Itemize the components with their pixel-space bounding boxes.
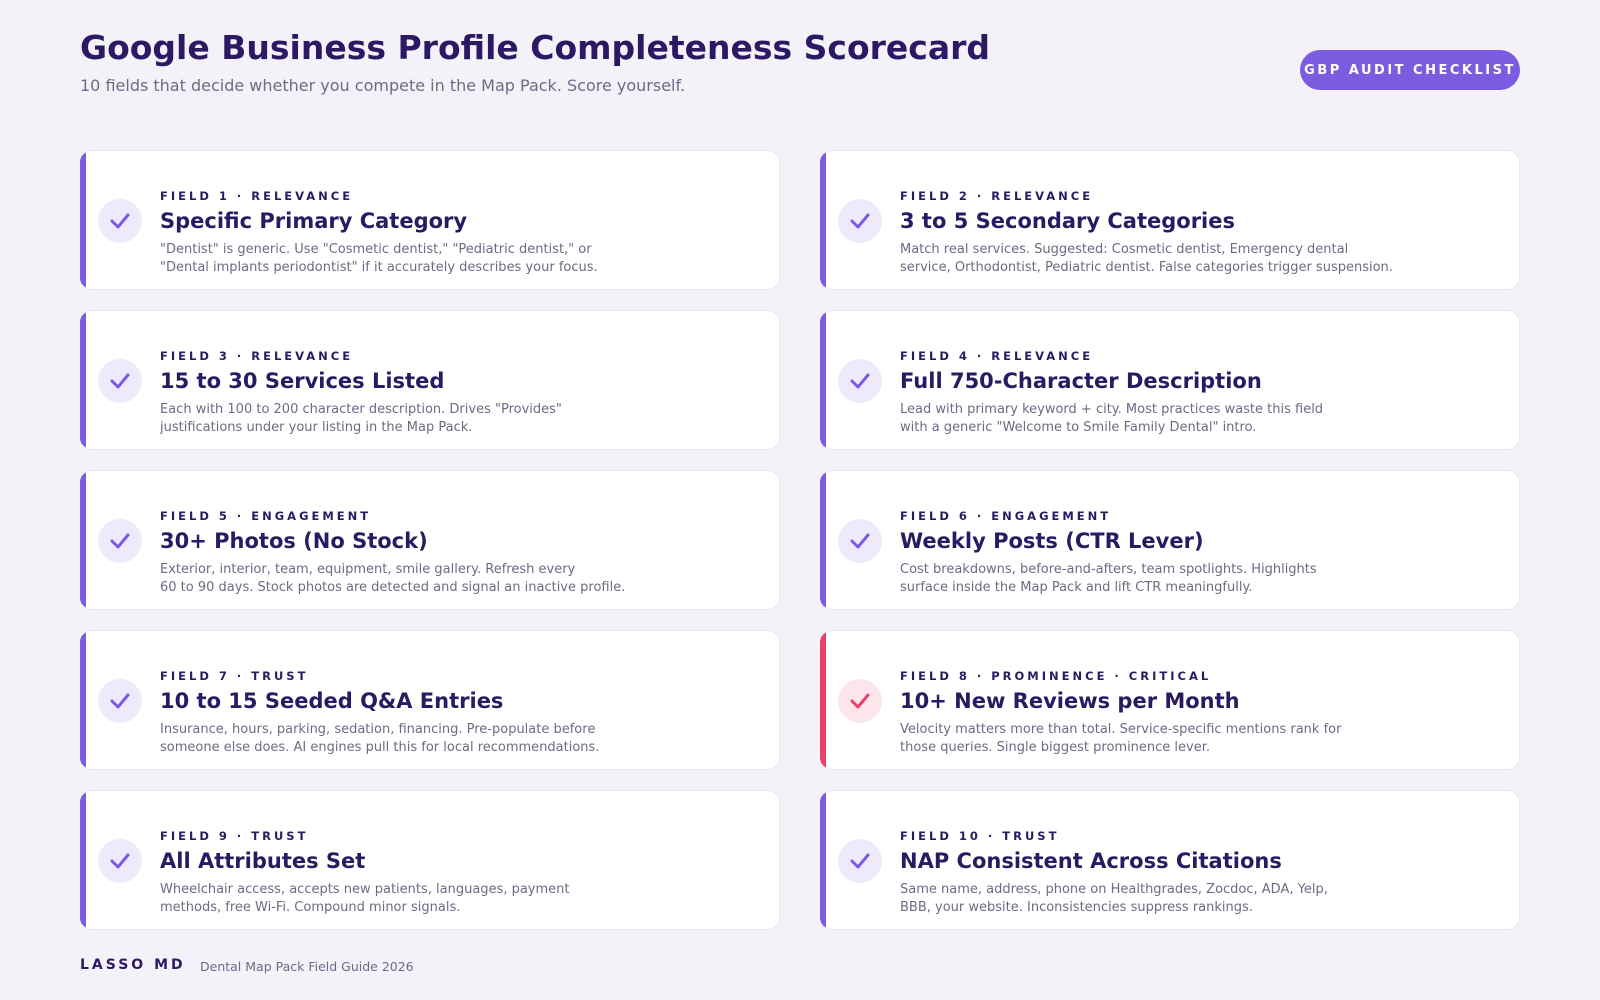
card: FIELD 9 · TRUST All Attributes Set Wheelch… [80, 790, 780, 930]
description-line: surface inside the Map Pack and lift CTR… [900, 580, 1253, 595]
card-description: Velocity matters more than total. Servic… [900, 721, 1341, 757]
description-line: Lead with primary keyword + city. Most p… [900, 402, 1324, 417]
accent-bar [820, 471, 826, 609]
description-line: BBB, your website. Inconsistencies suppr… [900, 900, 1253, 915]
card: FIELD 10 · TRUST NAP Consistent Across Ci… [820, 790, 1520, 930]
description-line: Wheelchair access, accepts new patients,… [160, 882, 570, 897]
accent-bar [820, 791, 826, 929]
card: FIELD 8 · PROMINENCE · CRITICAL 10+ New R… [820, 630, 1520, 770]
card-description: Match real services. Suggested: Cosmetic… [900, 241, 1393, 277]
card-label: FIELD 5 · ENGAGEMENT [160, 509, 372, 523]
card-label: FIELD 4 · RELEVANCE [900, 349, 1094, 363]
description-line: Velocity matters more than total. Servic… [900, 722, 1342, 737]
card: FIELD 2 · RELEVANCE 3 to 5 Secondary Cate… [820, 150, 1520, 290]
description-line: methods, free Wi-Fi. Compound minor sign… [160, 900, 461, 915]
card: FIELD 1 · RELEVANCE Specific Primary Cate… [80, 150, 780, 290]
accent-bar [80, 151, 86, 289]
description-line: Exterior, interior, team, equipment, smi… [160, 562, 576, 577]
check-icon [98, 839, 142, 883]
card-label: FIELD 2 · RELEVANCE [900, 189, 1094, 203]
description-line: someone else does. AI engines pull this … [160, 740, 600, 755]
card-label: FIELD 1 · RELEVANCE [160, 189, 354, 203]
card-title: 10+ New Reviews per Month [900, 689, 1240, 713]
card-label: FIELD 10 · TRUST [900, 829, 1060, 843]
card-description: Lead with primary keyword + city. Most p… [900, 401, 1323, 437]
card-description: Same name, address, phone on Healthgrade… [900, 881, 1328, 917]
description-line: service, Orthodontist, Pediatric dentist… [900, 260, 1393, 275]
card: FIELD 7 · TRUST 10 to 15 Seeded Q&A Entri… [80, 630, 780, 770]
card-label: FIELD 9 · TRUST [160, 829, 309, 843]
subtitle: 10 fields that decide whether you compet… [80, 76, 686, 95]
card-grid: FIELD 1 · RELEVANCE Specific Primary Cate… [80, 150, 1520, 930]
description-line: Cost breakdowns, before-and-afters, team… [900, 562, 1317, 577]
check-icon [838, 199, 882, 243]
check-icon [838, 359, 882, 403]
card-description: Each with 100 to 200 character descripti… [160, 401, 562, 437]
card-title: Specific Primary Category [160, 209, 468, 233]
card: FIELD 5 · ENGAGEMENT 30+ Photos (No Stock… [80, 470, 780, 610]
card-description: Insurance, hours, parking, sedation, fin… [160, 721, 599, 757]
card-title: 30+ Photos (No Stock) [160, 529, 428, 553]
card-title: Weekly Posts (CTR Lever) [900, 529, 1204, 553]
description-line: Match real services. Suggested: Cosmetic… [900, 242, 1349, 257]
check-icon [98, 199, 142, 243]
accent-bar [80, 311, 86, 449]
card-description: Cost breakdowns, before-and-afters, team… [900, 561, 1317, 597]
check-icon [98, 679, 142, 723]
description-line: Same name, address, phone on Healthgrade… [900, 882, 1328, 897]
footer-brand: LASSO MD [80, 957, 186, 973]
card: FIELD 4 · RELEVANCE Full 750-Character De… [820, 310, 1520, 450]
description-line: with a generic "Welcome to Smile Family … [900, 420, 1257, 435]
accent-bar [80, 471, 86, 609]
card-label: FIELD 7 · TRUST [160, 669, 309, 683]
accent-bar [80, 791, 86, 929]
card: FIELD 6 · ENGAGEMENT Weekly Posts (CTR Le… [820, 470, 1520, 610]
check-icon [98, 519, 142, 563]
description-line: 60 to 90 days. Stock photos are detected… [160, 580, 626, 595]
description-line: Each with 100 to 200 character descripti… [160, 402, 562, 417]
description-line: "Dentist" is generic. Use "Cosmetic dent… [160, 242, 592, 257]
card-label: FIELD 6 · ENGAGEMENT [900, 509, 1112, 523]
card-title: 10 to 15 Seeded Q&A Entries [160, 689, 504, 713]
accent-bar [80, 631, 86, 769]
check-icon [98, 359, 142, 403]
description-line: those queries. Single biggest prominence… [900, 740, 1211, 755]
accent-bar [820, 151, 826, 289]
check-icon [838, 679, 882, 723]
description-line: "Dental implants periodontist" if it acc… [160, 260, 598, 275]
card-title: 3 to 5 Secondary Categories [900, 209, 1235, 233]
badge[interactable]: GBP AUDIT CHECKLIST [1300, 50, 1520, 90]
description-line: Insurance, hours, parking, sedation, fin… [160, 722, 596, 737]
card-title: Full 750-Character Description [900, 369, 1262, 393]
card-label: FIELD 8 · PROMINENCE · CRITICAL [900, 669, 1212, 683]
accent-bar [820, 631, 826, 769]
card-description: Exterior, interior, team, equipment, smi… [160, 561, 625, 597]
card: FIELD 3 · RELEVANCE 15 to 30 Services Lis… [80, 310, 780, 450]
card-title: 15 to 30 Services Listed [160, 369, 445, 393]
card-description: Wheelchair access, accepts new patients,… [160, 881, 570, 917]
check-icon [838, 839, 882, 883]
description-line: justifications under your listing in the… [160, 420, 473, 435]
card-title: NAP Consistent Across Citations [900, 849, 1282, 873]
card-description: "Dentist" is generic. Use "Cosmetic dent… [160, 241, 598, 277]
accent-bar [820, 311, 826, 449]
card-label: FIELD 3 · RELEVANCE [160, 349, 354, 363]
card-title: All Attributes Set [160, 849, 366, 873]
check-icon [838, 519, 882, 563]
footer-note: Dental Map Pack Field Guide 2026 [200, 959, 414, 974]
page-title: Google Business Profile Completeness Sco… [80, 28, 991, 67]
